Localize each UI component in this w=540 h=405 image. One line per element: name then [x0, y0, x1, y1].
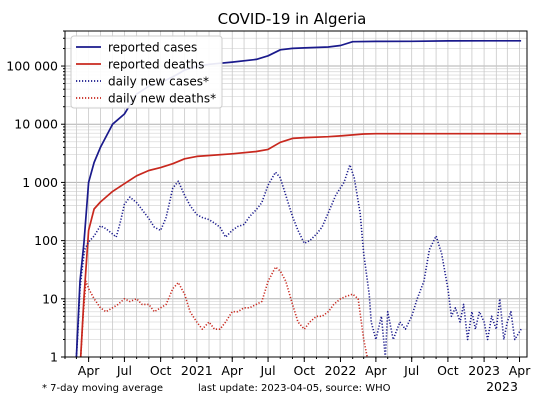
chart-title: COVID-19 in Algeria [218, 10, 367, 28]
x-tick-label: Apr [509, 363, 531, 378]
x-tick-label: Jul [116, 363, 132, 378]
series-line-daily-new-cases [75, 164, 522, 357]
legend-label: daily new cases* [108, 75, 209, 89]
y-tick-label: 10 000 [14, 117, 58, 132]
x-tick-label: Apr [78, 363, 100, 378]
x-tick-label: Apr [365, 363, 387, 378]
x-axis: Apr Jul Oct 2021 Apr Jul Oct 2022 Apr Jul Oct 2023 A… [64, 357, 531, 378]
x-tick-label: Jul [403, 363, 419, 378]
x-tick-label: Oct [437, 363, 459, 378]
footnote-moving-average: * 7-day moving average [42, 383, 163, 394]
y-tick-label: 1 000 [22, 175, 58, 190]
series-layer [75, 39, 522, 357]
legend-label: reported deaths [108, 58, 204, 72]
x-tick-label: 2021 [181, 363, 213, 378]
series-line-daily-new-deaths [79, 266, 368, 357]
legend-label: daily new deaths* [108, 92, 216, 106]
legend: reported cases reported deaths daily new c… [70, 35, 223, 109]
y-tick-label: 100 000 [6, 59, 58, 74]
x-tick-label: 2023 [468, 363, 500, 378]
x-tick-label: Oct [150, 363, 172, 378]
y-tick-label: 1 [50, 350, 58, 365]
x-tick-label: Apr [221, 363, 243, 378]
x-axis-year-label: 2023 [486, 379, 518, 394]
footnote-source: last update: 2023-04-05, source: WHO [198, 383, 391, 394]
y-axis: 1 10 100 1 000 10 000 100 000 [6, 30, 65, 365]
y-tick-label: 100 [34, 233, 58, 248]
x-tick-label: 2022 [325, 363, 357, 378]
plot-frame [64, 30, 528, 358]
x-tick-label: Oct [293, 363, 315, 378]
series-line-reported-deaths [79, 132, 522, 357]
y-tick-label: 10 [42, 291, 58, 306]
legend-label: reported cases [108, 41, 197, 55]
legend-box [70, 35, 223, 109]
x-tick-label: Jul [260, 363, 276, 378]
